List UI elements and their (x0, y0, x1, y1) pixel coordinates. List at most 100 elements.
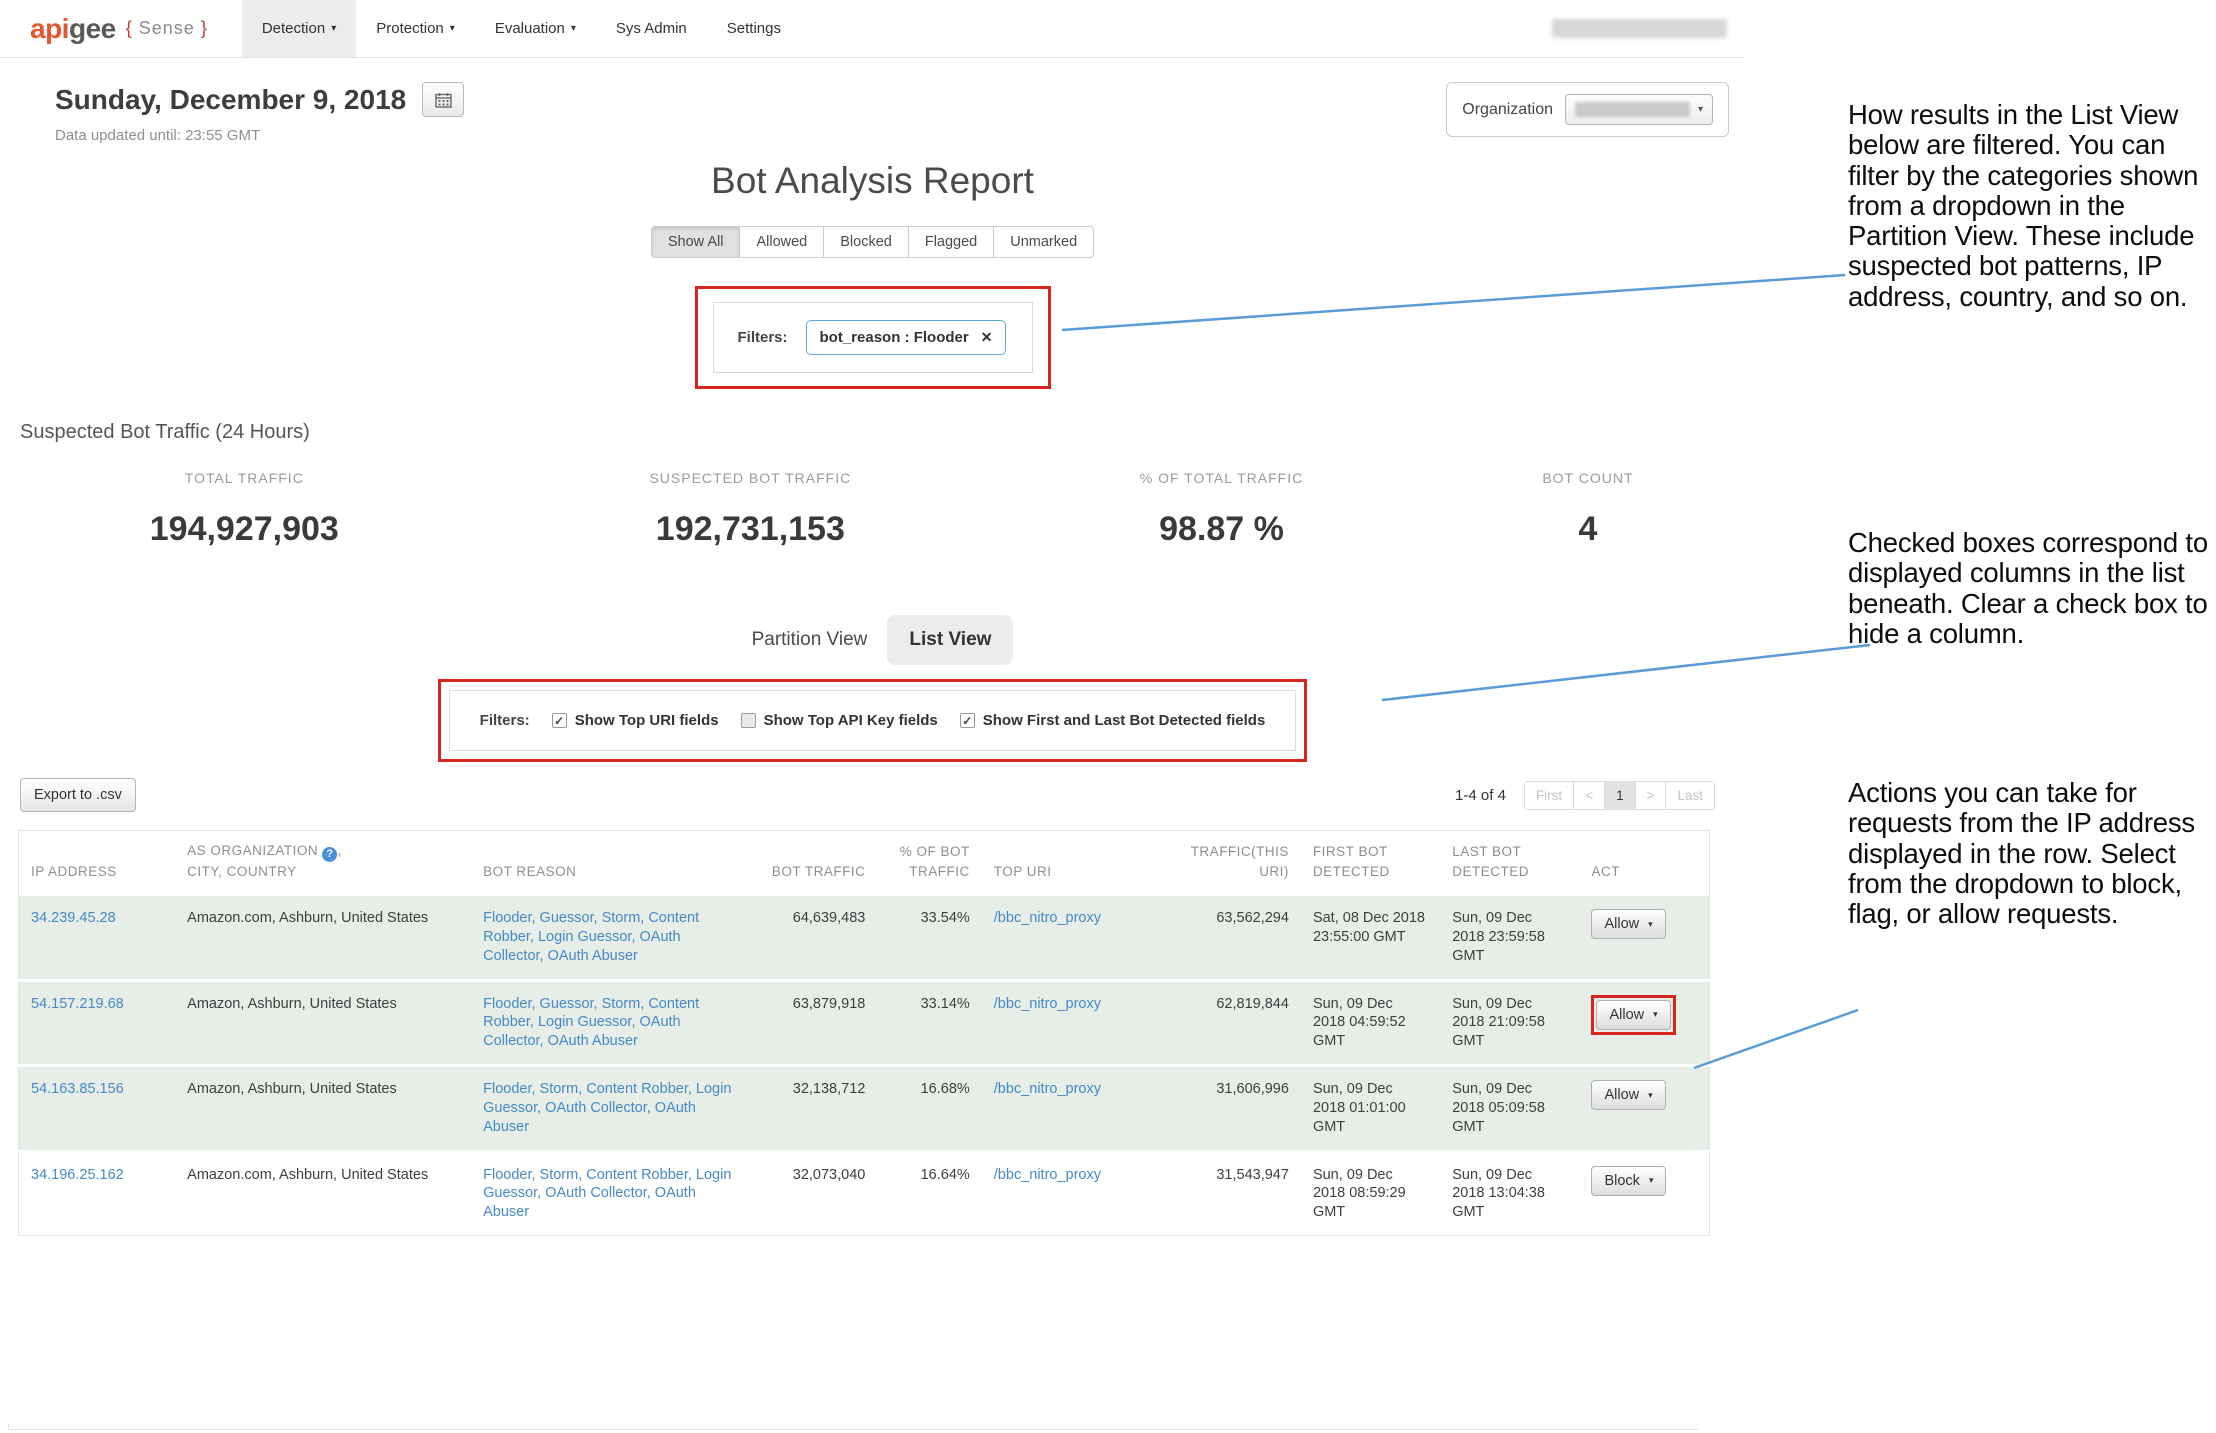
date-picker-button[interactable] (422, 82, 464, 117)
nav-item-settings[interactable]: Settings (707, 0, 801, 57)
action-dropdown-allow[interactable]: Allow▾ (1591, 1080, 1665, 1110)
action-dropdown-allow[interactable]: Allow▾ (1591, 909, 1665, 939)
caret-down-icon: ▾ (331, 23, 336, 34)
view-tab-partition[interactable]: Partition View (732, 615, 888, 665)
top-uri-link[interactable]: /bbc_nitro_proxy (994, 1081, 1101, 1097)
top-uri-link[interactable]: /bbc_nitro_proxy (994, 996, 1101, 1012)
bot-traffic-cell: 64,639,483 (744, 896, 877, 980)
view-tab-list[interactable]: List View (887, 615, 1013, 665)
nav-item-evaluation[interactable]: Evaluation▾ (475, 0, 596, 57)
bot-reason-links[interactable]: Flooder, Guessor, Storm, Content Robber,… (483, 996, 699, 1050)
apigee-sense-logo: apigee { Sense } (30, 0, 208, 57)
chevron-down-icon: ▾ (1698, 104, 1703, 115)
bot-reason-links[interactable]: Flooder, Storm, Content Robber, Login Gu… (483, 1167, 731, 1221)
action-dropdown-block[interactable]: Block▾ (1591, 1166, 1666, 1196)
organization-value-redacted (1575, 102, 1690, 117)
checkbox-checked-icon[interactable]: ✓ (960, 713, 975, 728)
pagination-controls: First < 1 > Last (1524, 781, 1715, 810)
tab-unmarked[interactable]: Unmarked (993, 226, 1094, 258)
caret-down-icon: ▾ (450, 23, 455, 34)
first-bot-detected-cell: Sun, 09 Dec 2018 08:59:29 GMT (1301, 1151, 1440, 1236)
ip-address-link[interactable]: 54.163.85.156 (31, 1081, 124, 1097)
annotation-checkboxes: Checked boxes correspond to displayed co… (1848, 528, 2216, 649)
status-tab-group: Show All Allowed Blocked Flagged Unmarke… (0, 226, 1745, 258)
page-number-button[interactable]: 1 (1604, 782, 1635, 809)
organization-select[interactable]: ▾ (1565, 94, 1713, 125)
page-last-button[interactable]: Last (1665, 782, 1714, 809)
organization-panel: Organization ▾ (1446, 82, 1729, 137)
nav-item-sys-admin[interactable]: Sys Admin (596, 0, 707, 57)
checkbox-show-top-api-key-fields[interactable]: Show Top API Key fields (741, 712, 938, 729)
pct-bot-traffic-cell: 16.64% (877, 1151, 981, 1236)
pct-bot-traffic-cell: 16.68% (877, 1066, 981, 1152)
result-range-label: 1-4 of 4 (1455, 787, 1506, 804)
page-first-button[interactable]: First (1525, 782, 1573, 809)
col-header-traffic-this-uri: TRAFFIC(THIS URI) (1150, 831, 1301, 897)
page-next-button[interactable]: > (1635, 782, 1666, 809)
nav-item-detection[interactable]: Detection▾ (242, 0, 356, 57)
caret-down-icon: ▾ (1649, 1175, 1654, 1186)
table-row: 54.157.219.68 Amazon, Ashburn, United St… (19, 980, 1710, 1066)
top-uri-link[interactable]: /bbc_nitro_proxy (994, 1167, 1101, 1183)
last-bot-detected-cell: Sun, 09 Dec 2018 13:04:38 GMT (1440, 1151, 1579, 1236)
caret-down-icon: ▾ (1648, 1090, 1653, 1101)
page-bottom-divider (8, 1424, 1698, 1430)
top-uri-link[interactable]: /bbc_nitro_proxy (994, 910, 1101, 926)
export-csv-button[interactable]: Export to .csv (20, 778, 136, 812)
bot-list-table: IP ADDRESS AS ORGANIZATION ?,CITY, COUNT… (18, 830, 1710, 1236)
ip-address-link[interactable]: 34.196.25.162 (31, 1167, 124, 1183)
report-header: Sunday, December 9, 2018 Data updated un… (0, 82, 1745, 144)
checkbox-checked-icon[interactable]: ✓ (552, 713, 567, 728)
filter-chip-bot-reason-flooder[interactable]: bot_reason : Flooder ✕ (806, 320, 1007, 355)
checkbox-unchecked-icon[interactable] (741, 713, 756, 728)
first-bot-detected-cell: Sun, 09 Dec 2018 04:59:52 GMT (1301, 980, 1440, 1066)
tab-allowed[interactable]: Allowed (739, 226, 824, 258)
date-block: Sunday, December 9, 2018 Data updated un… (55, 82, 464, 144)
active-filters-bar: Filters: bot_reason : Flooder ✕ (713, 302, 1033, 373)
stats-section-title: Suspected Bot Traffic (24 Hours) (20, 421, 1745, 444)
as-organization-cell: Amazon.com, Ashburn, United States (175, 896, 471, 980)
report-date: Sunday, December 9, 2018 (55, 84, 406, 116)
pct-bot-traffic-cell: 33.14% (877, 980, 981, 1066)
filters-label: Filters: (738, 329, 788, 346)
checkbox-show-first-last-bot-detected-fields[interactable]: ✓ Show First and Last Bot Detected field… (960, 712, 1266, 729)
action-dropdown-allow[interactable]: Allow▾ (1596, 1000, 1670, 1030)
sense-logo: { Sense } (126, 18, 208, 39)
tab-flagged[interactable]: Flagged (908, 226, 994, 258)
pct-bot-traffic-cell: 33.54% (877, 896, 981, 980)
data-updated-label: Data updated until: 23:55 GMT (55, 127, 464, 144)
tab-blocked[interactable]: Blocked (823, 226, 909, 258)
traffic-this-uri-cell: 62,819,844 (1150, 980, 1301, 1066)
stats-row: TOTAL TRAFFIC 194,927,903 SUSPECTED BOT … (0, 470, 1745, 549)
col-header-as-organization: AS ORGANIZATION ?,CITY, COUNTRY (175, 831, 471, 897)
bot-reason-links[interactable]: Flooder, Storm, Content Robber, Login Gu… (483, 1081, 731, 1135)
bot-reason-links[interactable]: Flooder, Guessor, Storm, Content Robber,… (483, 910, 699, 964)
remove-filter-icon[interactable]: ✕ (981, 329, 993, 346)
col-header-bot-reason: BOT REASON (471, 831, 744, 897)
apigee-logo: apigee (30, 13, 116, 45)
page-prev-button[interactable]: < (1573, 782, 1604, 809)
caret-down-icon: ▾ (1653, 1009, 1658, 1020)
col-header-top-uri: TOP URI (982, 831, 1150, 897)
list-toolbar: Export to .csv 1-4 of 4 First < 1 > Last (0, 778, 1745, 812)
action-annotation-highlight: Allow▾ (1591, 995, 1675, 1035)
nav-item-protection[interactable]: Protection▾ (356, 0, 475, 57)
column-filters-bar: Filters: ✓ Show Top URI fields Show Top … (449, 690, 1297, 751)
ip-address-link[interactable]: 34.239.45.28 (31, 910, 116, 926)
ip-address-link[interactable]: 54.157.219.68 (31, 996, 124, 1012)
checkbox-show-top-uri-fields[interactable]: ✓ Show Top URI fields (552, 712, 719, 729)
last-bot-detected-cell: Sun, 09 Dec 2018 21:09:58 GMT (1440, 980, 1579, 1066)
help-icon[interactable]: ? (322, 847, 337, 862)
main-menu: Detection▾ Protection▾ Evaluation▾ Sys A… (242, 0, 801, 57)
col-header-act: ACT (1579, 831, 1709, 897)
filters-label: Filters: (480, 712, 530, 729)
col-header-bot-traffic: BOT TRAFFIC (744, 831, 877, 897)
account-name-redacted (1552, 19, 1727, 38)
table-row: 54.163.85.156 Amazon, Ashburn, United St… (19, 1066, 1710, 1152)
filter-annotation-highlight: Filters: bot_reason : Flooder ✕ (695, 286, 1051, 389)
as-organization-cell: Amazon, Ashburn, United States (175, 1066, 471, 1152)
traffic-this-uri-cell: 31,543,947 (1150, 1151, 1301, 1236)
tab-show-all[interactable]: Show All (651, 226, 741, 258)
bot-traffic-cell: 32,073,040 (744, 1151, 877, 1236)
caret-down-icon: ▾ (571, 23, 576, 34)
